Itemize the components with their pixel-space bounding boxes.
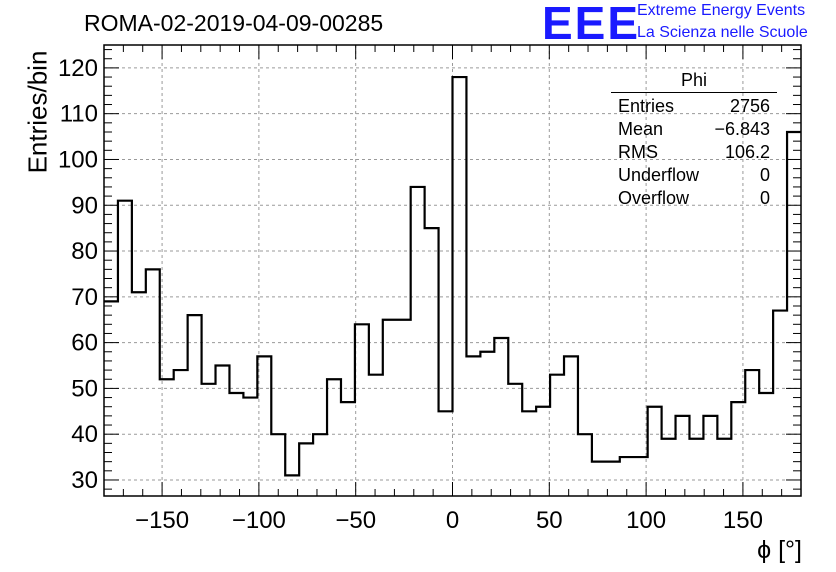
page-title: ROMA-02-2019-04-09-00285 (84, 10, 384, 36)
stats-value: 2756 (729, 96, 770, 116)
y-tick-label: 40 (71, 421, 98, 448)
y-tick-label: 120 (58, 55, 98, 82)
y-tick-label: 50 (71, 375, 98, 402)
y-tick-label: 100 (58, 146, 98, 173)
stats-title: Phi (611, 70, 777, 93)
stats-label: Entries (618, 96, 675, 116)
stats-label: Overflow (618, 188, 690, 208)
x-axis-label: ϕ [°] (757, 536, 802, 564)
x-tick-label: 50 (536, 507, 563, 534)
x-tick-label: −100 (232, 507, 286, 534)
stats-value: 106.2 (724, 142, 770, 162)
stats-value: 0 (759, 188, 770, 208)
x-tick-label: 150 (723, 507, 763, 534)
stats-row-overflow: Overflow 0 (611, 187, 777, 210)
stats-value: −6.843 (714, 119, 770, 139)
stats-row-underflow: Underflow 0 (611, 164, 777, 187)
y-tick-label: 80 (71, 238, 98, 265)
y-tick-label: 110 (60, 101, 98, 128)
stats-row-rms: RMS 106.2 (611, 141, 777, 164)
y-axis-label: Entries/bin (22, 50, 53, 174)
stats-value: 0 (759, 165, 770, 185)
x-tick-label: 0 (446, 507, 459, 534)
stats-row-mean: Mean −6.843 (611, 118, 777, 141)
x-tick-label: −50 (335, 507, 376, 534)
x-tick-label: 100 (626, 507, 666, 534)
x-tick-label: −150 (135, 507, 189, 534)
y-tick-label: 30 (71, 467, 98, 494)
logo-line-1: Extreme Energy Events (637, 2, 806, 19)
y-tick-label: 70 (71, 284, 98, 311)
stats-label: Mean (618, 119, 664, 139)
stats-label: RMS (618, 142, 658, 162)
stats-row-entries: Entries 2756 (611, 95, 777, 118)
logo-line-2: La Scienza nelle Scuole (637, 24, 808, 41)
histogram-step-line (104, 75, 801, 477)
eee-logo: EEE (542, 0, 641, 49)
y-tick-label: 90 (71, 192, 98, 219)
stats-box: Phi Entries 2756 Mean −6.843 RMS 106.2 U… (611, 70, 777, 210)
y-tick-label: 60 (71, 330, 98, 357)
stats-label: Underflow (618, 165, 700, 185)
